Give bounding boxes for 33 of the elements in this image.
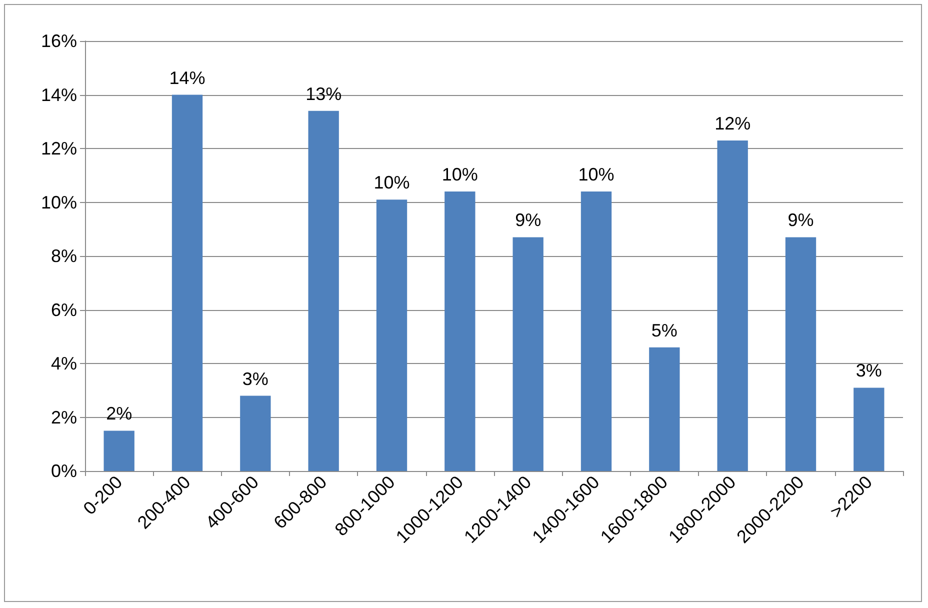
y-tick-label: 2% — [50, 407, 77, 428]
bar — [376, 200, 408, 471]
bar — [785, 237, 816, 471]
data-label: 3% — [242, 368, 268, 389]
data-label: 14% — [169, 68, 206, 88]
data-label: 10% — [374, 172, 410, 193]
bar — [172, 94, 203, 471]
y-tick-label: 4% — [50, 354, 77, 374]
y-tick-label: 12% — [40, 138, 77, 158]
bar — [649, 347, 680, 471]
y-tick-label: 16% — [40, 31, 77, 51]
data-label: 13% — [306, 84, 342, 104]
bar — [580, 192, 612, 471]
bar — [717, 140, 748, 471]
y-tick-label: 8% — [50, 246, 77, 266]
data-label: 9% — [788, 210, 814, 230]
y-tick-label: 14% — [40, 84, 77, 105]
bar — [444, 192, 476, 471]
data-label: 3% — [856, 360, 882, 381]
bar — [240, 396, 271, 471]
data-label: 5% — [651, 320, 678, 340]
bar — [308, 110, 339, 471]
y-tick-label: 0% — [50, 461, 77, 481]
data-label: 9% — [515, 210, 542, 230]
bar — [854, 388, 884, 471]
y-tick-label: 10% — [40, 192, 77, 212]
data-label: 12% — [714, 113, 751, 134]
data-label: 10% — [442, 164, 478, 184]
bar — [104, 430, 134, 471]
y-tick-label: 6% — [50, 300, 77, 320]
data-label: 2% — [106, 404, 132, 424]
bar — [512, 237, 544, 471]
data-label: 10% — [578, 164, 614, 184]
